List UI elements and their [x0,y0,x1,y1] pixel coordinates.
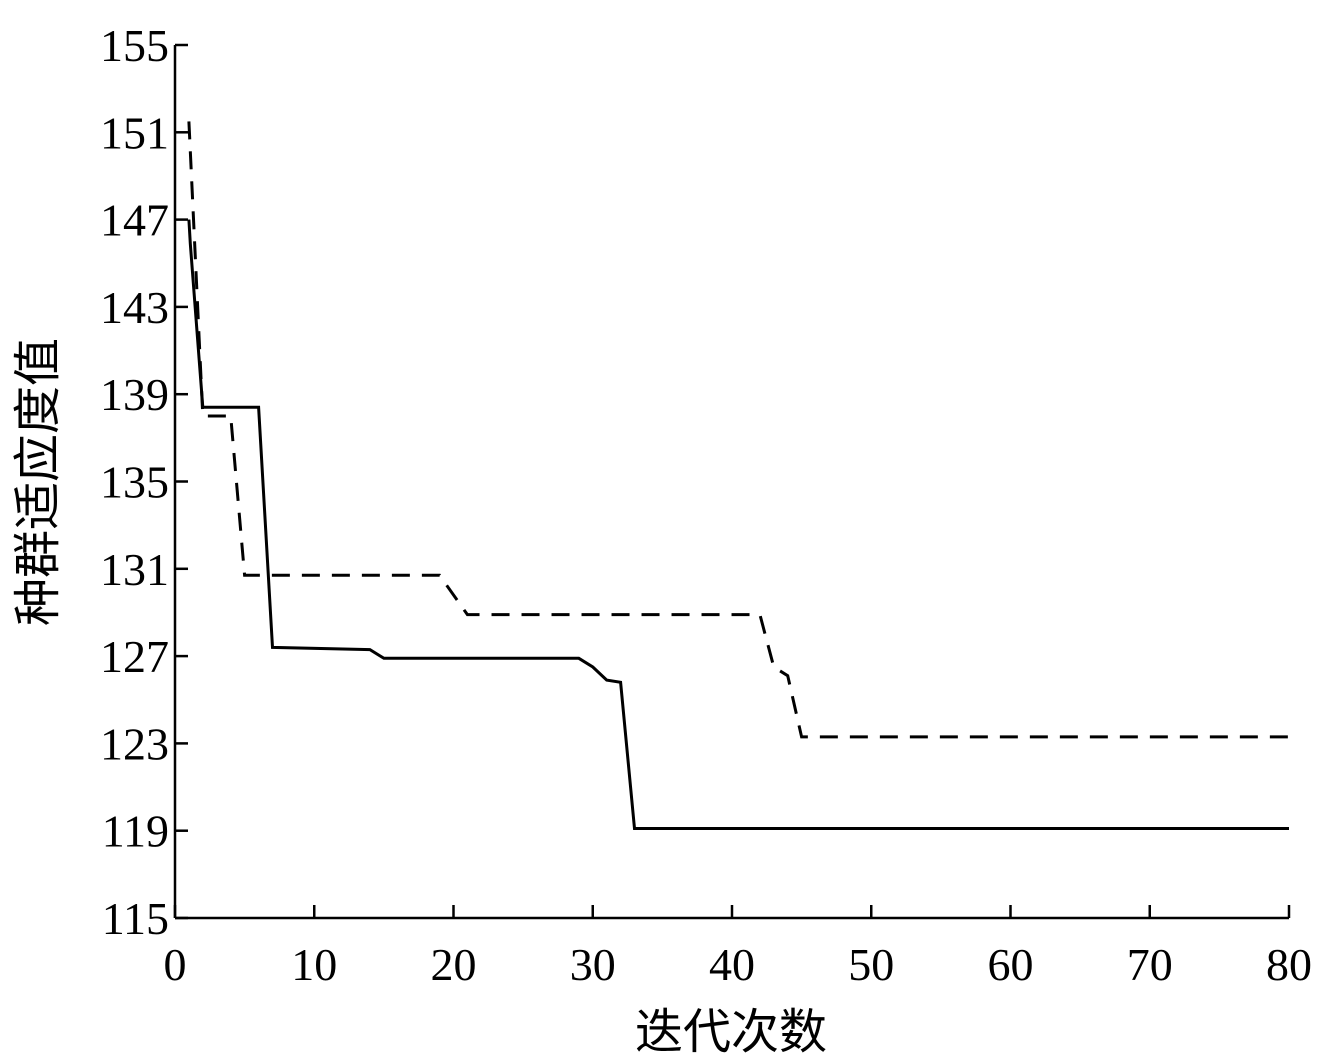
x-axis-label: 迭代次数 [635,1006,827,1058]
series-layer [187,121,1289,830]
x-tick-label: 40 [709,939,755,990]
x-tick-label: 70 [1127,939,1173,990]
y-tick-label: 127 [100,631,169,682]
axes: 115 119 123 127 131 135 139 143 147 151 155 0 10 20 30… [100,20,1312,990]
x-tick-label: 60 [988,939,1034,990]
x-tick-label: 20 [431,939,477,990]
y-tick-label: 135 [100,457,169,508]
y-tick-label: 147 [100,195,169,246]
x-tick-label: 80 [1266,939,1312,990]
dashed-series-line [187,121,1289,739]
y-tick-label: 143 [100,282,169,333]
y-axis-label: 种群适应度值 [12,338,65,626]
y-tick-label: 123 [100,718,169,769]
x-tick-label: 50 [848,939,894,990]
y-tick-label: 139 [100,369,169,420]
y-tick-label: 151 [100,107,169,158]
y-tick-label: 119 [102,806,169,857]
x-tick-label: 0 [164,939,187,990]
x-tick-label: 30 [570,939,616,990]
y-tick-label: 155 [100,20,169,71]
x-tick-label: 10 [291,939,337,990]
y-tick-label: 131 [100,544,169,595]
y-tick-label: 115 [102,893,169,944]
